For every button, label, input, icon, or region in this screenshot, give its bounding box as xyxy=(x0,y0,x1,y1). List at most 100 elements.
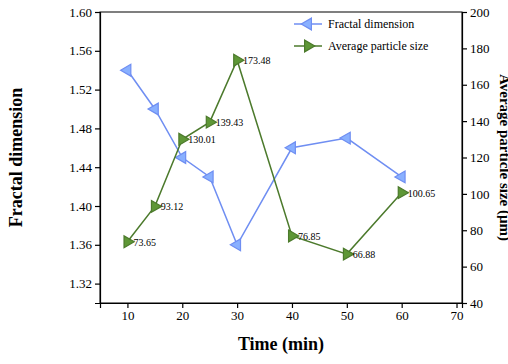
marker xyxy=(230,239,240,251)
tick-mark xyxy=(462,230,467,231)
tick: 160 xyxy=(462,77,490,92)
y-axis-title: Fractal dimension xyxy=(6,88,26,228)
tick: 1.60 xyxy=(69,5,100,20)
plot-frame xyxy=(100,12,462,303)
marker xyxy=(395,171,405,183)
legend-marker xyxy=(301,18,311,30)
tick: 100 xyxy=(462,187,490,202)
data-label: 73.65 xyxy=(133,237,156,248)
data-label: 130.01 xyxy=(188,134,216,145)
tick-label: 100 xyxy=(470,187,490,202)
tick-label: 200 xyxy=(470,5,490,20)
tick: 140 xyxy=(462,114,490,129)
tick-mark xyxy=(95,128,100,129)
legend-label: Fractal dimension xyxy=(328,17,414,31)
tick-mark xyxy=(95,167,100,168)
tick-label: 40 xyxy=(286,308,299,323)
tick: 40 xyxy=(286,303,299,323)
tick-mark xyxy=(95,12,100,13)
x-axis: 10 20 30 40 50 60 70 xyxy=(101,303,464,323)
series-line xyxy=(127,70,401,245)
tick-label: 1.32 xyxy=(69,276,92,291)
marker xyxy=(285,142,295,154)
tick: 120 xyxy=(462,150,490,165)
axis-line xyxy=(463,13,468,304)
tick: 70 xyxy=(451,303,464,323)
axis-line xyxy=(95,13,101,304)
data-label: 93.12 xyxy=(161,201,184,212)
series-line xyxy=(127,60,401,254)
tick: 1.52 xyxy=(69,82,100,97)
data-labels: 73.65 93.12 130.01139.43 173.48 76.85 66.88 10… xyxy=(133,55,435,260)
tick-label: 50 xyxy=(341,308,354,323)
y2-axis-title: Average particle size (μm) xyxy=(496,74,508,241)
tick-label: 1.36 xyxy=(69,237,92,252)
y-axis: 1.32 1.36 1.40 1.44 1.48 1.52 1.56 1.60 xyxy=(69,5,100,304)
tick-mark xyxy=(462,194,467,195)
tick-mark xyxy=(462,48,467,49)
marker xyxy=(121,64,131,76)
tick: 1.48 xyxy=(69,121,100,136)
tick: 20 xyxy=(176,303,189,323)
tick: 1.40 xyxy=(69,199,100,214)
tick-mark xyxy=(462,121,467,122)
tick-mark xyxy=(462,303,467,304)
data-label: 66.88 xyxy=(353,249,376,260)
tick-label: 120 xyxy=(470,150,490,165)
legend-marker xyxy=(305,40,315,52)
legend-label: Average particle size xyxy=(328,39,428,53)
tick-label: 1.60 xyxy=(69,5,92,20)
tick-label: 1.44 xyxy=(69,160,92,175)
marks xyxy=(121,54,409,260)
marker xyxy=(148,103,158,115)
chart: 102030405060701.321.361.401.441.481.521.… xyxy=(0,0,508,364)
tick-mark xyxy=(95,245,100,246)
tick-mark xyxy=(462,267,467,268)
tick-label: 10 xyxy=(121,308,134,323)
tick-label: 140 xyxy=(470,114,490,129)
plot: 102030405060701.321.361.401.441.481.521.… xyxy=(69,5,489,324)
data-label: 76.85 xyxy=(298,231,321,242)
tick: 40 xyxy=(462,296,483,311)
tick-mark xyxy=(95,284,100,285)
tick: 50 xyxy=(341,303,354,323)
tick-mark xyxy=(462,12,467,13)
tick-mark xyxy=(95,206,100,207)
tick: 1.44 xyxy=(69,160,100,175)
tick-label: 180 xyxy=(470,41,490,56)
tick: 60 xyxy=(396,303,409,323)
tick-label: 40 xyxy=(470,296,483,311)
tick-mark xyxy=(95,89,100,90)
marker xyxy=(203,171,213,183)
tick-label: 1.48 xyxy=(69,121,92,136)
tick: 30 xyxy=(231,303,244,323)
tick-mark xyxy=(462,85,467,86)
tick-label: 1.40 xyxy=(69,199,92,214)
tick: 60 xyxy=(462,259,483,274)
tick-label: 1.52 xyxy=(69,82,92,97)
tick-label: 160 xyxy=(470,77,490,92)
y2-axis: 40 60 80 100 120 140 160 180 200 xyxy=(462,5,490,311)
marker xyxy=(340,132,350,144)
data-label: 100.65 xyxy=(408,188,436,199)
tick-label: 1.56 xyxy=(69,43,92,58)
tick-label: 70 xyxy=(451,308,464,323)
data-label: 173.48 xyxy=(243,55,271,66)
tick: 200 xyxy=(462,5,490,20)
tick: 1.32 xyxy=(69,276,100,291)
x-axis-title: Time (min) xyxy=(238,334,324,355)
tick: 1.56 xyxy=(69,43,100,58)
tick-label: 60 xyxy=(396,308,409,323)
tick: 10 xyxy=(121,303,134,323)
tick-label: 80 xyxy=(470,223,483,238)
tick-label: 30 xyxy=(231,308,244,323)
data-label: 139.43 xyxy=(216,117,244,128)
tick: 180 xyxy=(462,41,490,56)
tick-label: 20 xyxy=(176,308,189,323)
tick-label: 60 xyxy=(470,259,483,274)
tick: 80 xyxy=(462,223,483,238)
tick-mark xyxy=(462,157,467,158)
tick-mark xyxy=(95,51,100,52)
legend: Fractal dimension Average particle size xyxy=(294,17,428,53)
tick: 1.36 xyxy=(69,237,100,252)
